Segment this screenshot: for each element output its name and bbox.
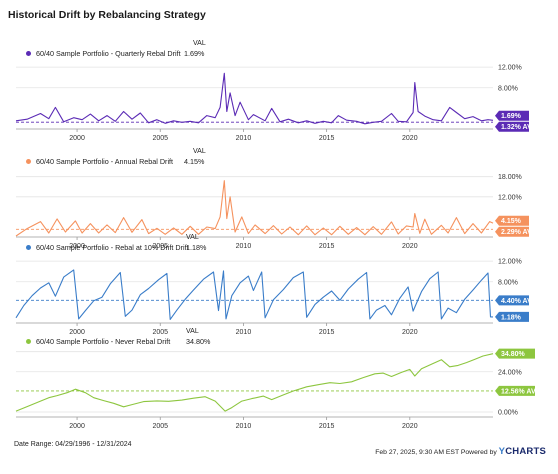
- y-tick-label: 12.00%: [498, 259, 522, 266]
- timestamp-label: Feb 27, 2025, 9:30 AM EST Powered by: [375, 449, 497, 456]
- chart-svg: 2000 2005 2010 2015 2020 8.00% 12.00% 1.18% 4.40…: [15, 259, 538, 336]
- ycharts-logo-text: CHARTS: [505, 446, 546, 457]
- average-badge-text: 12.56% AVG: [501, 388, 542, 395]
- average-badge-text: 1.32% AVG: [501, 124, 538, 131]
- last-value-badge-bg: [495, 215, 529, 226]
- legend-current-value: 4.15%: [184, 157, 205, 166]
- x-tick-label: 2010: [236, 243, 252, 250]
- y-tick-label: 24.00%: [498, 369, 522, 376]
- x-tick-label: 2015: [319, 243, 335, 250]
- x-tick-label: 2005: [152, 329, 168, 336]
- x-tick-label: 2010: [236, 329, 252, 336]
- x-tick-label: 2000: [69, 135, 85, 142]
- average-badge-text: 4.40% AVG: [501, 298, 538, 305]
- last-value-badge-text: 4.15%: [501, 218, 522, 225]
- y-tick-label: 18.00%: [498, 174, 522, 181]
- y-tick-label: 12.00%: [498, 65, 522, 72]
- x-tick-label: 2015: [319, 135, 335, 142]
- val-header: VAL: [193, 148, 206, 155]
- chart-svg: 200020052010201520200.00%24.00%36.00%34.…: [15, 348, 542, 430]
- last-value-badge: 34.80%: [495, 348, 535, 359]
- x-tick-label: 2015: [319, 423, 335, 430]
- series-line: [15, 180, 494, 237]
- date-range-label: Date Range: 04/29/1996 - 12/31/2024: [14, 441, 132, 448]
- series-line: [15, 72, 494, 125]
- last-value-badge-text: 1.69%: [501, 113, 522, 120]
- chart-panel-1: VAL 60/40 Sample Portfolio - Quarterly Re…: [0, 40, 558, 147]
- legend-dot-icon: [26, 51, 31, 56]
- chart-panel-4: VAL 60/40 Sample Portfolio - Never Rebal …: [0, 328, 558, 435]
- x-tick-label: 2000: [69, 423, 85, 430]
- footer-attribution: Feb 27, 2025, 9:30 AM EST Powered by YCH…: [375, 446, 546, 457]
- average-badge-text: 2.29% AVG: [501, 229, 538, 236]
- last-value-badge-text: 1.18%: [501, 314, 522, 321]
- legend-dot-icon: [26, 339, 31, 344]
- y-tick-label: 0.00%: [498, 409, 518, 416]
- x-tick-label: 2010: [236, 135, 252, 142]
- last-value-badge: 1.69%: [495, 110, 529, 121]
- x-tick-label: 2000: [69, 243, 85, 250]
- average-badge: 12.56% AVG: [495, 385, 542, 396]
- last-value-badge-bg: [495, 348, 535, 359]
- chart-panel-2: VAL 60/40 Sample Portfolio - Annual Rebal…: [0, 148, 558, 255]
- legend-current-value: 1.69%: [184, 49, 205, 58]
- chart-panel-3: VAL 60/40 Sample Portfolio - Rebal at 10%…: [0, 234, 558, 341]
- x-tick-label: 2005: [152, 135, 168, 142]
- legend-dot-icon: [26, 159, 31, 164]
- last-value-badge-bg: [495, 311, 529, 322]
- x-tick-label: 2020: [402, 243, 418, 250]
- average-badge-bg: [495, 121, 529, 132]
- last-value-badge-text: 34.80%: [501, 351, 526, 358]
- average-badge: 4.40% AVG: [495, 295, 538, 306]
- legend-series-name: 60/40 Sample Portfolio - Annual Rebal Dr…: [36, 157, 174, 166]
- ycharts-logo-y: Y: [498, 446, 506, 457]
- legend-entry: 60/40 Sample Portfolio - Rebal at 10% Dr…: [26, 243, 206, 252]
- x-tick-label: 2005: [152, 243, 168, 250]
- average-badge: 1.32% AVG: [495, 121, 538, 132]
- x-tick-label: 2020: [402, 423, 418, 430]
- x-tick-label: 2015: [319, 329, 335, 336]
- average-badge-bg: [495, 226, 529, 237]
- last-value-badge-bg: [495, 110, 529, 121]
- legend-entry: 60/40 Sample Portfolio - Quarterly Rebal…: [26, 49, 204, 58]
- legend-entry: 60/40 Sample Portfolio - Annual Rebal Dr…: [26, 157, 204, 166]
- series-line: [15, 353, 494, 412]
- val-header: VAL: [186, 328, 199, 335]
- x-tick-label: 2005: [152, 423, 168, 430]
- y-tick-label: 8.00%: [498, 279, 518, 286]
- y-tick-label: 12.00%: [498, 194, 522, 201]
- x-tick-label: 2020: [402, 329, 418, 336]
- x-tick-label: 2010: [236, 423, 252, 430]
- last-value-badge: 1.18%: [495, 311, 529, 322]
- last-value-badge: 4.15%: [495, 215, 529, 226]
- x-tick-label: 2020: [402, 135, 418, 142]
- average-badge-bg: [495, 385, 535, 396]
- average-badge-bg: [495, 295, 529, 306]
- series-line: [15, 269, 493, 320]
- legend-dot-icon: [26, 245, 31, 250]
- y-tick-label: 8.00%: [498, 85, 518, 92]
- chart-svg: 2000 2005 2010 2015 2020 12.00% 18.00% 4.15% 2.2…: [15, 174, 538, 250]
- chart-svg: 2000 2005 2010 2015 2020 8.00% 12.00% 1.69% 1.32…: [15, 65, 538, 142]
- legend-series-name: 60/40 Sample Portfolio - Quarterly Rebal…: [36, 49, 181, 58]
- average-badge: 2.29% AVG: [495, 226, 538, 237]
- legend-entry: 60/40 Sample Portfolio - Never Rebal Dri…: [26, 337, 210, 346]
- legend-series-name: 60/40 Sample Portfolio - Rebal at 10% Dr…: [36, 243, 189, 252]
- ycharts-logo: YCHARTS: [499, 446, 546, 457]
- val-header: VAL: [193, 40, 206, 47]
- legend-current-value: 1.18%: [186, 243, 207, 252]
- legend-current-value: 34.80%: [186, 337, 211, 346]
- val-header: VAL: [186, 234, 199, 241]
- x-tick-label: 2000: [69, 329, 85, 336]
- chart-title: Historical Drift by Rebalancing Strategy: [8, 9, 206, 21]
- legend-series-name: 60/40 Sample Portfolio - Never Rebal Dri…: [36, 337, 171, 346]
